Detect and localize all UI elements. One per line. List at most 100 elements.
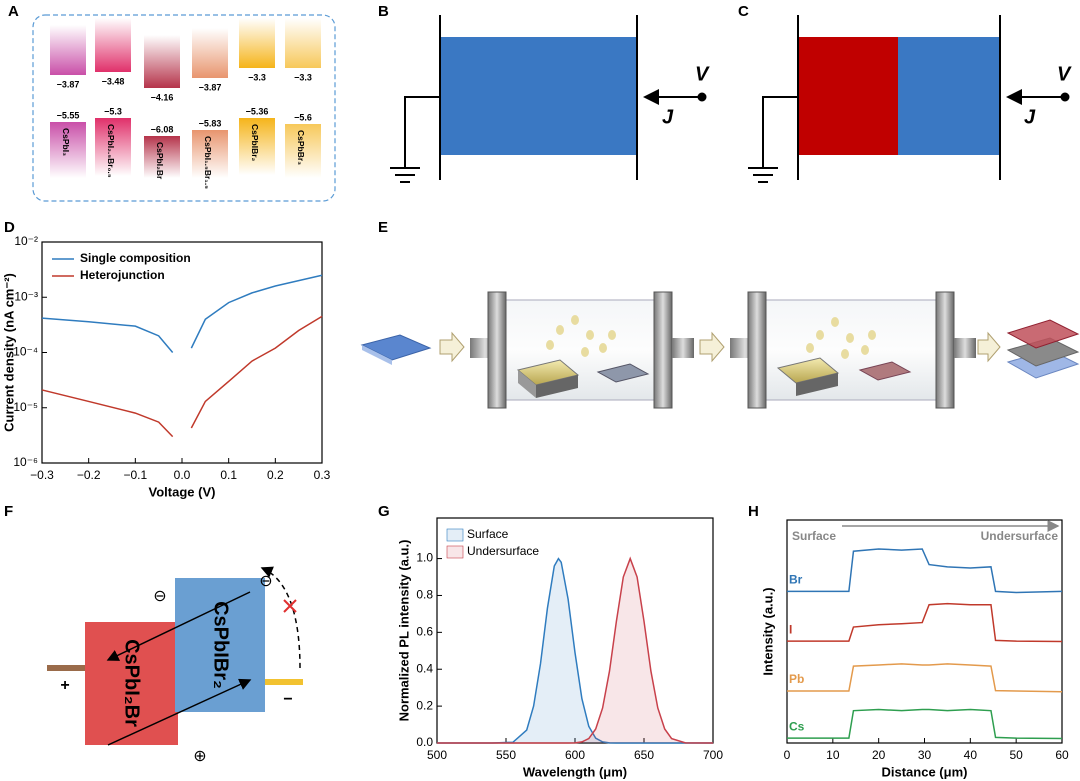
panel-label: D (4, 219, 15, 236)
y-tick-label: 0.0 (416, 735, 433, 749)
x-tick-label: 500 (427, 748, 447, 762)
panel-label: H (748, 503, 759, 520)
charge-symbol: ⊖ (259, 573, 272, 590)
y-tick-label: 0.4 (416, 661, 433, 675)
device-diagram (47, 566, 303, 746)
legend-label: Surface (467, 527, 509, 541)
series-label: I (789, 622, 792, 636)
x-tick-label: −0.1 (123, 468, 147, 482)
layer-label: CsPbIBr₂ (210, 601, 232, 689)
plus-sign: + (60, 677, 69, 694)
y-tick-label: 0.2 (416, 698, 433, 712)
legend-label: Heterojunction (80, 268, 165, 282)
y-tick-label: 0.6 (416, 625, 433, 639)
cbm-label: −3.3 (294, 72, 312, 82)
line (437, 557, 713, 744)
series-label: Br (789, 573, 803, 587)
cbm-label: −3.3 (248, 72, 266, 82)
conduction-band (285, 18, 321, 68)
x-tick-label: 0 (784, 748, 791, 762)
legend-swatch (446, 528, 464, 542)
minus-sign: − (283, 691, 292, 708)
x-tick-label: 10 (826, 748, 840, 762)
line (787, 708, 1063, 740)
material-name: CsPbI₃ (61, 128, 71, 156)
charge-symbol: ⊖ (153, 588, 166, 605)
cbm-label: −3.87 (57, 79, 80, 89)
line (41, 274, 323, 353)
conduction-band (50, 25, 86, 75)
y-axis-label: Intensity (a.u.) (760, 587, 775, 675)
annotation: Undersurface (981, 529, 1059, 543)
x-tick-label: 50 (1009, 748, 1023, 762)
current-label: J (662, 106, 674, 128)
conduction-band (144, 35, 180, 88)
x-tick-label: 700 (703, 748, 723, 762)
x-tick-label: 550 (496, 748, 516, 762)
material-name: CsPbI₂.₅Br₀.₅ (106, 124, 116, 178)
series-label: Pb (789, 672, 804, 686)
y-tick-label: 0.8 (416, 588, 433, 602)
material-name: CsPbBr₃ (296, 130, 306, 165)
panel-label: G (378, 503, 390, 520)
valence-band (95, 118, 131, 176)
current-label: J (1024, 106, 1036, 128)
panel-label: C (738, 3, 749, 20)
legend-swatch (446, 545, 464, 559)
valence-band (144, 136, 180, 178)
x-tick-label: −0.2 (77, 468, 101, 482)
area (437, 558, 713, 743)
valence-band (285, 124, 321, 178)
legend-label: Undersurface (467, 544, 539, 558)
x-tick-label: 20 (872, 748, 886, 762)
cbm-label: −3.87 (199, 82, 222, 92)
panel-label: F (4, 503, 13, 520)
conduction-band (239, 18, 275, 68)
y-tick-label: 10⁻⁵ (13, 400, 38, 414)
line (41, 315, 323, 438)
y-tick-label: 10⁻⁴ (13, 345, 38, 359)
vbm-label: −5.3 (104, 106, 122, 116)
panel-label: B (378, 3, 389, 20)
material-name: CsPbI₁.₅Br₁.₅ (203, 136, 213, 189)
circuit-b (390, 15, 707, 183)
x-axis-label: Wavelength (μm) (523, 764, 627, 779)
vbm-label: −5.83 (199, 118, 222, 128)
series-label: Cs (789, 719, 805, 733)
x-tick-label: 0.1 (220, 468, 237, 482)
process-diagram (360, 291, 1080, 409)
vbm-label: −6.08 (151, 124, 174, 134)
vbm-label: −5.55 (57, 110, 80, 120)
valence-band (239, 118, 275, 175)
material-name: CsPbI₂Br (155, 142, 165, 180)
cbm-label: −4.16 (151, 92, 174, 102)
annotation: Surface (792, 529, 836, 543)
vbm-label: −5.6 (294, 112, 312, 122)
conduction-band (192, 28, 228, 78)
panel-label: E (378, 219, 388, 236)
valence-band (192, 130, 228, 178)
valence-band (50, 122, 86, 178)
charge-symbol: ⊕ (193, 748, 206, 765)
circuit-c (748, 15, 1070, 183)
x-axis-label: Voltage (V) (149, 484, 216, 499)
area (437, 558, 713, 743)
line (787, 663, 1063, 693)
y-tick-label: 10⁻² (14, 234, 38, 248)
x-tick-label: 30 (918, 748, 932, 762)
vbm-label: −5.36 (246, 106, 269, 116)
y-tick-label: 10⁻⁶ (13, 455, 38, 469)
y-axis-label: Current density (nA cm⁻²) (1, 273, 16, 432)
conduction-band (95, 18, 131, 72)
line (787, 602, 1063, 643)
line (437, 556, 714, 744)
x-tick-label: 0.3 (314, 468, 331, 482)
cbm-label: −3.48 (102, 76, 125, 86)
x-tick-label: 0.0 (174, 468, 191, 482)
legend-label: Single composition (80, 251, 191, 265)
x-tick-label: 0.2 (267, 468, 284, 482)
y-tick-label: 1.0 (416, 551, 433, 565)
y-tick-label: 10⁻³ (14, 289, 38, 303)
y-axis-label: Normalized PL intensity (a.u.) (396, 540, 411, 722)
